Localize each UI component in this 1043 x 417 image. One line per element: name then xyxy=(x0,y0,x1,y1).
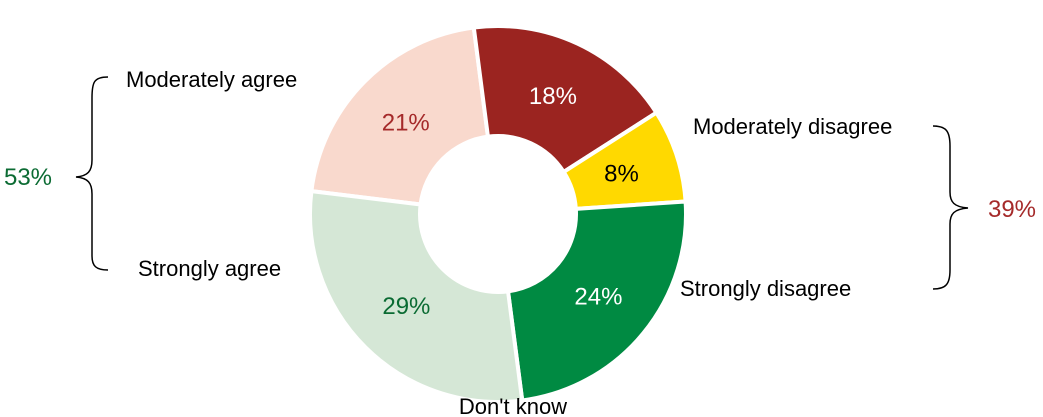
slice-strongly-disagree xyxy=(471,24,659,174)
category-label-dont-know: Don't know xyxy=(459,394,567,417)
category-label-moderately-disagree: Moderately disagree xyxy=(693,114,892,139)
category-label-strongly-disagree: Strongly disagree xyxy=(680,276,851,301)
value-label-don-t-know: 8% xyxy=(604,160,639,187)
slice-strongly-agree xyxy=(506,199,688,403)
category-label-moderately-agree: Moderately agree xyxy=(126,67,297,92)
value-label-strongly-disagree: 18% xyxy=(529,83,577,110)
value-label-moderately-disagree: 21% xyxy=(382,109,430,136)
agree-group-total: 53% xyxy=(4,164,52,191)
disagree-group-brace xyxy=(932,125,969,290)
slice-value-labels: 21% 18% 8% 24% 29% xyxy=(382,83,639,320)
slice-moderately-agree xyxy=(308,189,525,404)
slice-moderately-disagree xyxy=(309,25,490,207)
value-label-strongly-agree: 24% xyxy=(574,284,622,311)
disagree-group-total: 39% xyxy=(988,196,1036,223)
donut-slices xyxy=(308,24,688,404)
category-label-strongly-agree: Strongly agree xyxy=(138,256,281,281)
value-label-moderately-agree: 29% xyxy=(382,293,430,320)
agree-group-brace xyxy=(75,76,109,271)
